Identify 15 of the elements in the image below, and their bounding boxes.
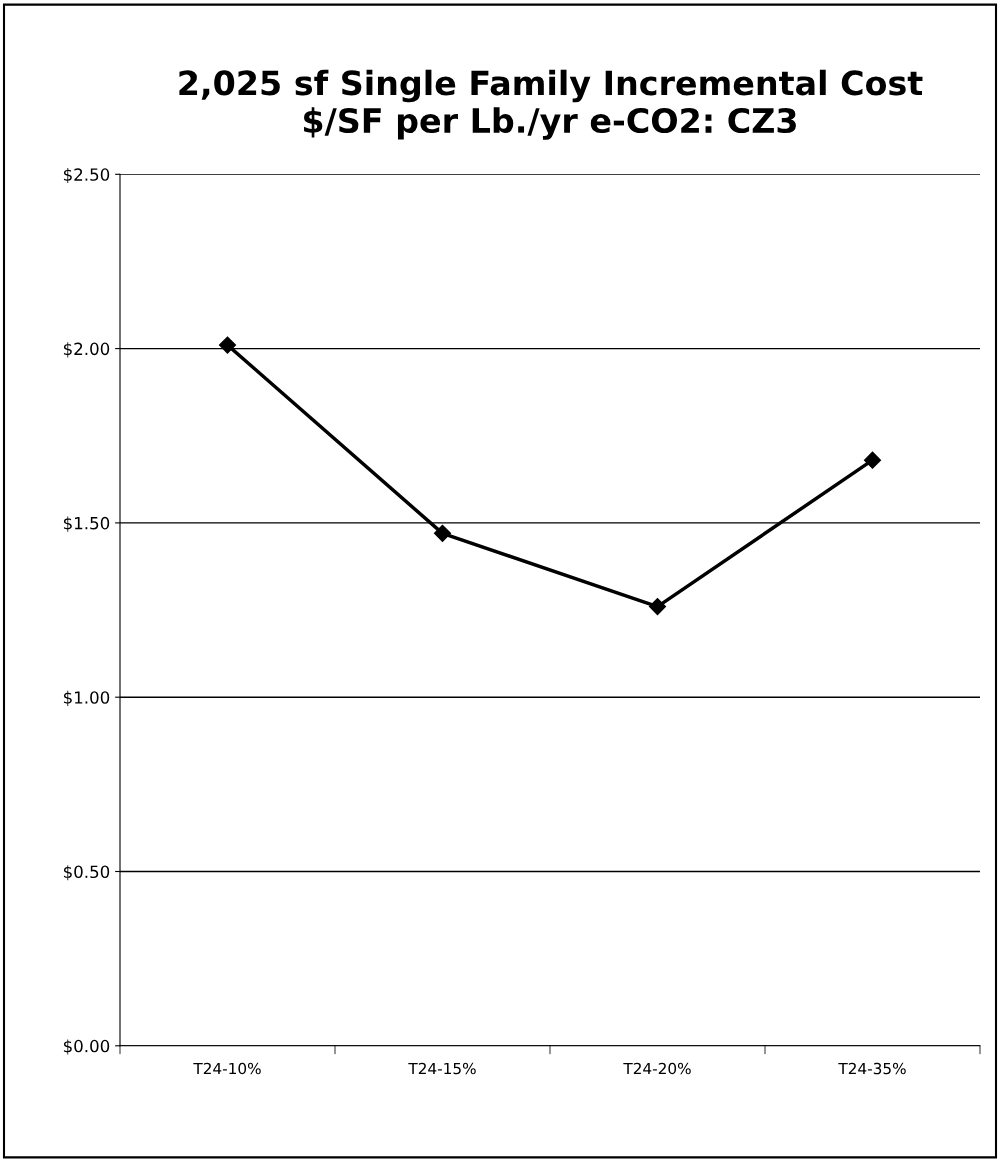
y-tick-label: $2.50 [63,167,110,184]
x-tick-label: T24-20% [623,1062,691,1075]
y-tick-label: $1.50 [63,516,110,532]
point [218,336,237,354]
y-tick-label: $0.00 [63,1039,110,1055]
chart-title: 2,025 sf Single Family Incremental Cost $/SF per Lb./yr e-CO2: CZ3 [179,69,923,140]
y-tick-label: $1.00 [63,690,110,706]
y-tick-label: $0.50 [63,865,110,881]
x-tick-label: T24-10% [193,1062,261,1075]
point [648,598,667,616]
x-tick-label: T24-15% [408,1062,476,1075]
y-tick-label: $2.00 [63,342,110,358]
x-tick-label: T24-35% [838,1062,906,1075]
point [863,451,882,469]
point [433,524,452,542]
